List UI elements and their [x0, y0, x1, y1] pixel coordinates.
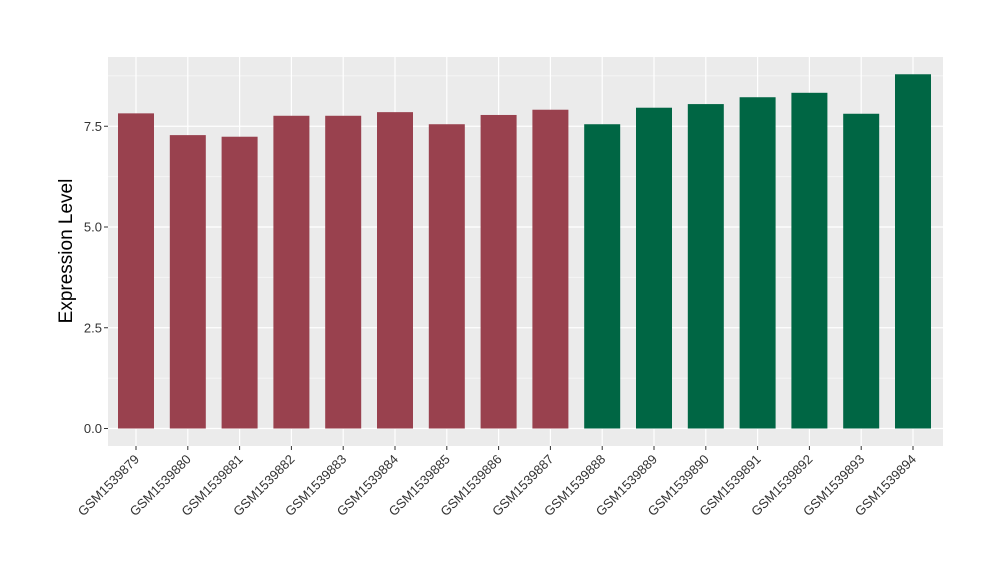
bar-GSM1539893 [843, 113, 880, 429]
bar-GSM1539885 [428, 124, 465, 429]
bar-GSM1539894 [895, 74, 931, 429]
bar-GSM1539889 [636, 107, 672, 429]
bar-GSM1539888 [584, 124, 621, 429]
y-tick-label: 7.5 [84, 119, 102, 134]
y-tick-label: 5.0 [84, 220, 102, 235]
bar-GSM1539884 [377, 112, 413, 429]
bar-GSM1539881 [221, 136, 258, 429]
bar-GSM1539890 [687, 104, 724, 429]
bar-GSM1539886 [480, 114, 517, 429]
bar-GSM1539887 [532, 109, 569, 429]
bar-GSM1539882 [273, 115, 310, 429]
bar-GSM1539892 [791, 92, 828, 429]
bar-GSM1539883 [325, 115, 362, 429]
x-axis-ticks: GSM1539879GSM1539880GSM1539881GSM1539882… [75, 446, 919, 519]
y-axis-title: Expression Level [56, 179, 77, 324]
bars [118, 74, 931, 429]
bar-GSM1539879 [118, 113, 154, 429]
bar-GSM1539891 [739, 97, 776, 429]
y-tick-label: 0.0 [84, 421, 102, 436]
bar-GSM1539880 [169, 135, 206, 429]
y-tick-label: 2.5 [84, 320, 102, 335]
y-axis-ticks: 0.0 2.5 5.0 7.5 [84, 119, 108, 436]
